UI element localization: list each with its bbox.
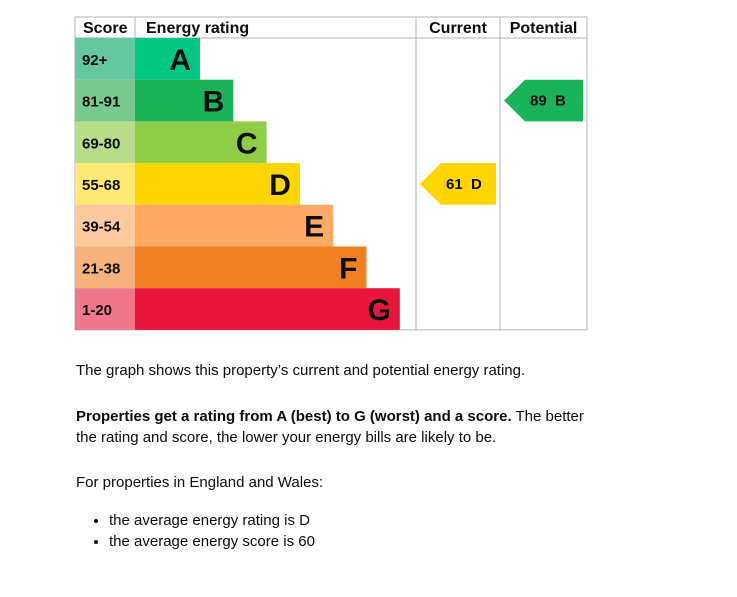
averages-list: the average energy rating is D the avera… (76, 510, 315, 552)
score-cell-d (75, 163, 135, 205)
potential-rating-arrow (504, 79, 583, 122)
potential-rating-label: 89 B (530, 93, 566, 110)
band-bar-e (135, 204, 334, 247)
band-letter-f: F (339, 252, 357, 285)
band-letter-c: C (236, 127, 258, 160)
band-bar-g (135, 288, 400, 330)
score-cell-g (75, 288, 135, 330)
header-energy-rating: Energy rating (146, 20, 249, 37)
score-range-f: 21-38 (82, 260, 120, 277)
band-bar-f (135, 246, 367, 289)
score-cell-c (75, 121, 135, 164)
band-letter-e: E (304, 211, 324, 244)
header-potential: Potential (510, 20, 578, 37)
score-range-d: 55-68 (82, 177, 120, 194)
epc-chart: Score Energy rating Current Potential 92+ A 81… (74, 16, 588, 331)
score-range-a: 92+ (82, 52, 108, 69)
score-cell-f (75, 246, 135, 289)
band-bar-a (135, 38, 200, 80)
score-range-c: 69-80 (82, 135, 120, 152)
rating-explanation-line2: the rating and score, the lower your ene… (76, 429, 497, 446)
band-letter-a: A (169, 44, 191, 77)
band-letter-g: G (367, 294, 390, 327)
england-wales-intro: For properties in England and Wales: (76, 474, 324, 491)
band-bar-c (135, 121, 267, 164)
current-rating-arrow (420, 163, 496, 205)
average-score-item: the average energy score is 60 (109, 531, 315, 552)
band-bar-b (135, 79, 234, 122)
graph-description: The graph shows this property’s current … (76, 362, 526, 379)
score-cell-b (75, 79, 135, 122)
score-range-g: 1-20 (82, 302, 112, 319)
score-cell-a (75, 38, 135, 80)
average-rating-item: the average energy rating is D (109, 510, 315, 531)
band-letter-b: B (203, 86, 225, 119)
header-current: Current (429, 20, 487, 37)
score-range-e: 39-54 (82, 219, 121, 236)
band-letter-d: D (269, 169, 291, 202)
current-rating-label: 61 D (446, 176, 482, 193)
header-score: Score (83, 20, 128, 37)
score-cell-e (75, 204, 135, 247)
rating-explanation: Properties get a rating from A (best) to… (76, 406, 596, 448)
rating-explanation-rest: The better (511, 408, 584, 425)
score-range-b: 81-91 (82, 94, 120, 111)
band-bar-d (135, 163, 300, 205)
rating-explanation-bold: Properties get a rating from A (best) to… (76, 408, 512, 425)
